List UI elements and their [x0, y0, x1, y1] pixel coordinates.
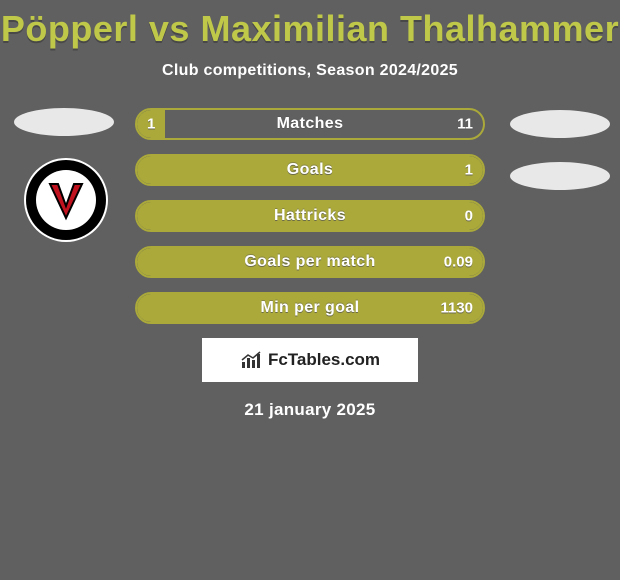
stat-bar-fill: [137, 202, 483, 230]
left-club-badge: 1904 VIKTORIA KÖLN: [24, 158, 108, 242]
comparison-panel: 1904 VIKTORIA KÖLN 1Matches11Goals1Hattr…: [0, 108, 620, 324]
stat-bar: 1Matches11: [135, 108, 485, 140]
left-player-avatar-placeholder: [14, 108, 114, 136]
date-label: 21 january 2025: [0, 400, 620, 420]
badge-year: 1904: [57, 171, 75, 180]
stat-right-value: 1: [465, 162, 473, 179]
stat-bar: Goals1: [135, 154, 485, 186]
stat-right-value: 0: [465, 208, 473, 225]
subtitle: Club competitions, Season 2024/2025: [0, 62, 620, 80]
stat-bar: Min per goal1130: [135, 292, 485, 324]
stat-bar-fill: [137, 248, 483, 276]
stat-bar-fill: [137, 156, 483, 184]
stat-left-value: 1: [147, 116, 155, 133]
right-club-badge-placeholder: [510, 162, 610, 190]
stat-right-value: 0.09: [444, 254, 473, 271]
page-title: Pöpperl vs Maximilian Thalhammer: [0, 0, 620, 50]
brand-chart-icon: [240, 350, 262, 370]
stat-right-value: 1130: [440, 300, 473, 317]
stat-bar-fill: [137, 294, 483, 322]
stat-right-value: 11: [457, 116, 473, 133]
right-player-col: [510, 108, 610, 190]
brand-text: FcTables.com: [268, 350, 380, 370]
stat-bar: Goals per match0.09: [135, 246, 485, 278]
stat-bar: Hattricks0: [135, 200, 485, 232]
stat-bars: 1Matches11Goals1Hattricks0Goals per matc…: [135, 108, 485, 324]
stat-label: Matches: [137, 115, 483, 133]
left-player-col: 1904 VIKTORIA KÖLN: [10, 108, 120, 242]
right-player-avatar-placeholder: [510, 110, 610, 138]
brand-box: FcTables.com: [202, 338, 418, 382]
club-badge-icon: 1904 VIKTORIA KÖLN: [24, 158, 108, 242]
